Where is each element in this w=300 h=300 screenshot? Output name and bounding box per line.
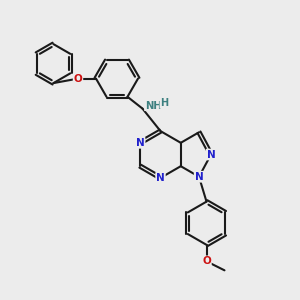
Text: N: N <box>136 138 145 148</box>
Text: O: O <box>74 74 82 84</box>
Text: NH: NH <box>145 100 161 111</box>
Text: O: O <box>202 256 211 266</box>
Text: N: N <box>156 173 165 183</box>
Text: N: N <box>195 172 203 182</box>
Text: N: N <box>207 149 215 160</box>
Text: H: H <box>160 98 168 108</box>
